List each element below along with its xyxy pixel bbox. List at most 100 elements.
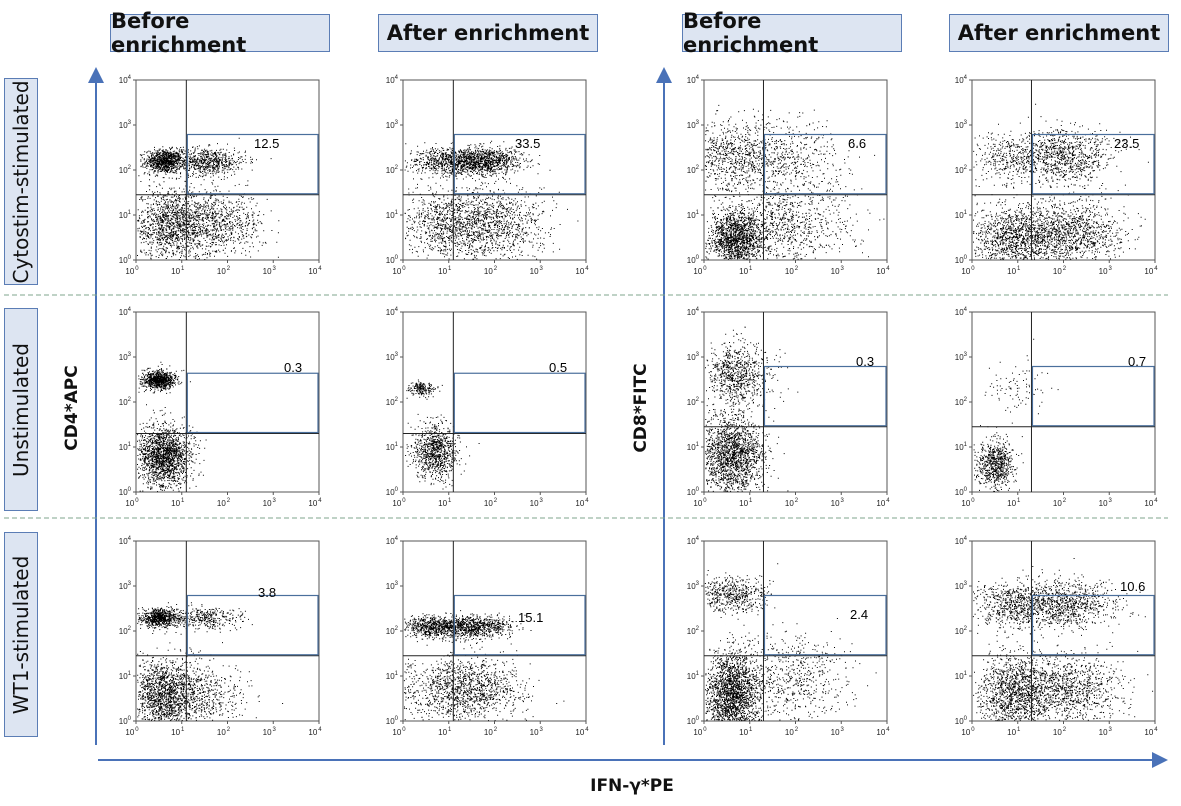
y-tick-label: 102 bbox=[955, 626, 968, 636]
y-tick-label: 103 bbox=[687, 352, 700, 362]
y-tick-label: 104 bbox=[386, 307, 399, 317]
y-tick-label: 101 bbox=[386, 442, 399, 452]
plot-wt1-cd8-before: 100 100 101 101 102 102 103 103 104 104 2.4 bbox=[682, 535, 891, 737]
gate-percent-label: 15.1 bbox=[518, 610, 544, 625]
event-dots bbox=[405, 379, 480, 490]
x-tick-label: 102 bbox=[1053, 727, 1067, 737]
y-tick-label: 101 bbox=[955, 442, 968, 452]
y-tick-label: 104 bbox=[386, 75, 399, 85]
x-tick-label: 102 bbox=[217, 727, 231, 737]
event-dots bbox=[704, 104, 885, 260]
x-tick-label: 104 bbox=[308, 727, 322, 737]
x-tick-label: 104 bbox=[876, 266, 890, 276]
gate-percent-label: 0.3 bbox=[284, 360, 303, 375]
x-tick-label: 100 bbox=[392, 266, 406, 276]
x-tick-label: 101 bbox=[438, 266, 452, 276]
event-dots bbox=[137, 137, 280, 260]
gate-box bbox=[186, 594, 319, 656]
y-tick-label: 103 bbox=[386, 120, 399, 130]
x-tick-label: 102 bbox=[785, 727, 799, 737]
y-tick-label: 101 bbox=[386, 210, 399, 220]
x-tick-label: 103 bbox=[263, 266, 277, 276]
y-tick-label: 104 bbox=[119, 75, 132, 85]
y-tick-label: 101 bbox=[687, 442, 700, 452]
plot-unstim-cd8-after: 100 100 101 101 102 102 103 103 104 104 0.7 bbox=[950, 306, 1159, 508]
gate-box bbox=[1031, 133, 1155, 195]
x-tick-label: 100 bbox=[392, 727, 406, 737]
event-dots bbox=[404, 140, 579, 260]
y-tick-label: 103 bbox=[119, 581, 132, 591]
plot-unstim-cd4-after: 100 100 101 101 102 102 103 103 104 104 0.5 bbox=[381, 306, 590, 508]
x-tick-label: 100 bbox=[693, 266, 707, 276]
x-tick-label: 102 bbox=[1053, 498, 1067, 508]
event-dots bbox=[973, 103, 1149, 260]
y-tick-label: 100 bbox=[386, 487, 399, 497]
x-tick-label: 103 bbox=[530, 498, 544, 508]
y-tick-label: 104 bbox=[386, 536, 399, 546]
y-tick-label: 104 bbox=[687, 307, 700, 317]
y-tick-label: 103 bbox=[687, 120, 700, 130]
x-tick-label: 103 bbox=[1099, 266, 1113, 276]
gate-box bbox=[763, 133, 887, 195]
x-tick-label: 101 bbox=[438, 727, 452, 737]
column-header-after-right: After enrichment bbox=[949, 14, 1169, 52]
y-tick-label: 101 bbox=[687, 671, 700, 681]
x-tick-label: 100 bbox=[125, 266, 139, 276]
gate-percent-label: 2.4 bbox=[850, 607, 869, 622]
x-tick-label: 101 bbox=[1007, 266, 1021, 276]
gate-percent-label: 0.5 bbox=[549, 360, 568, 375]
row-header-wt1: WT1-stimulated bbox=[4, 532, 38, 737]
y-tick-label: 100 bbox=[955, 255, 968, 265]
y-tick-label: 102 bbox=[386, 397, 399, 407]
y-tick-label: 101 bbox=[119, 671, 132, 681]
x-tick-label: 104 bbox=[308, 498, 322, 508]
x-tick-label: 103 bbox=[831, 266, 845, 276]
plot-frame bbox=[703, 311, 888, 493]
y-tick-label: 102 bbox=[687, 626, 700, 636]
y-tick-label: 100 bbox=[687, 487, 700, 497]
x-axis-title: IFN-γ*PE bbox=[590, 776, 674, 796]
x-tick-label: 103 bbox=[831, 727, 845, 737]
gate-box bbox=[186, 133, 319, 195]
y-tick-label: 101 bbox=[119, 210, 132, 220]
gate-box bbox=[763, 365, 887, 427]
y-tick-label: 102 bbox=[955, 165, 968, 175]
y-tick-label: 102 bbox=[386, 626, 399, 636]
x-tick-label: 104 bbox=[575, 498, 589, 508]
gate-percent-label: 23.5 bbox=[1114, 136, 1140, 151]
y-tick-label: 100 bbox=[386, 255, 399, 265]
gate-percent-label: 0.3 bbox=[856, 354, 875, 369]
y-tick-label: 104 bbox=[119, 536, 132, 546]
plot-unstim-cd4-before: 100 100 101 101 102 102 103 103 104 104 0.3 bbox=[114, 306, 323, 508]
x-tick-label: 104 bbox=[575, 266, 589, 276]
plot-wt1-cd8-after: 100 100 101 101 102 102 103 103 104 104 10.6 bbox=[950, 535, 1159, 737]
x-tick-label: 100 bbox=[961, 727, 975, 737]
y-tick-label: 102 bbox=[119, 397, 132, 407]
row-header-unstimulated-label: Unstimulated bbox=[9, 342, 33, 477]
x-tick-label: 100 bbox=[125, 498, 139, 508]
column-header-before-right: Before enrichment bbox=[682, 9, 902, 57]
y-tick-label: 102 bbox=[955, 397, 968, 407]
x-tick-label: 101 bbox=[1007, 498, 1021, 508]
x-tick-label: 103 bbox=[1099, 727, 1113, 737]
plot-cytostim-cd4-after: 100 100 101 101 102 102 103 103 104 104 33.5 bbox=[381, 74, 590, 276]
right-y-axis-title: CD8*FITC bbox=[631, 363, 651, 453]
row-header-cytostim: Cytostim-stimulated bbox=[4, 78, 38, 285]
x-tick-label: 100 bbox=[693, 498, 707, 508]
row-header-cytostim-label: Cytostim-stimulated bbox=[9, 79, 33, 284]
y-tick-label: 102 bbox=[119, 165, 132, 175]
x-tick-label: 102 bbox=[484, 266, 498, 276]
x-tick-label: 101 bbox=[171, 266, 185, 276]
x-tick-label: 101 bbox=[739, 498, 753, 508]
y-tick-label: 100 bbox=[119, 487, 132, 497]
event-dots bbox=[137, 602, 284, 721]
gate-percent-label: 6.6 bbox=[848, 136, 867, 151]
gate-box bbox=[1031, 365, 1155, 427]
gate-percent-label: 0.7 bbox=[1128, 354, 1147, 369]
y-tick-label: 103 bbox=[119, 120, 132, 130]
plot-cytostim-cd4-before: 100 100 101 101 102 102 103 103 104 104 12.5 bbox=[114, 74, 323, 276]
gate-box bbox=[763, 594, 887, 656]
y-tick-label: 104 bbox=[687, 536, 700, 546]
y-tick-label: 100 bbox=[119, 255, 132, 265]
plot-frame bbox=[402, 540, 587, 722]
